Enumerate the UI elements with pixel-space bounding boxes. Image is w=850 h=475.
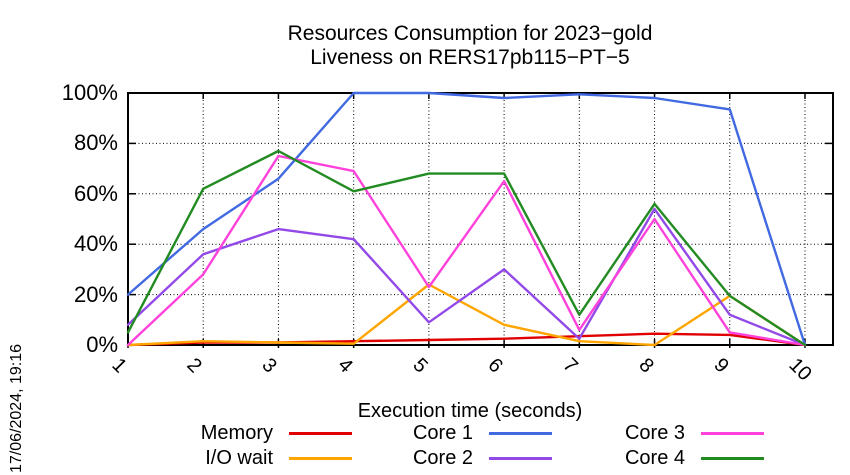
legend-item: Core 3 xyxy=(555,421,764,446)
legend-label: Memory xyxy=(200,422,273,444)
y-tick-label: 60% xyxy=(73,180,118,206)
legend-line-swatch xyxy=(701,432,764,435)
legend-label: Core 3 xyxy=(624,422,685,444)
y-tick-label: 0% xyxy=(86,332,118,357)
legend-column: Core 1 Core 2 xyxy=(343,421,552,471)
legend-label: Core 1 xyxy=(412,422,473,444)
y-tick-label: 40% xyxy=(73,231,118,257)
legend-item: Core 1 xyxy=(343,421,552,446)
series-line-core-2 xyxy=(126,207,807,347)
legend-line-swatch xyxy=(489,432,552,435)
axis-border xyxy=(127,92,834,346)
legend-item: Core 4 xyxy=(555,446,764,471)
legend-line-swatch xyxy=(701,457,764,460)
legend-item: Core 2 xyxy=(343,446,552,471)
legend-column: Core 3 Core 4 xyxy=(555,421,764,471)
legend-line-swatch xyxy=(289,432,352,435)
legend-label: Core 2 xyxy=(412,447,473,469)
chart-subtitle: Liveness on RERS17pb115−PT−5 xyxy=(310,46,630,69)
legend-label: I/O wait xyxy=(205,447,273,469)
series-line-memory xyxy=(126,332,807,347)
legend-item: Memory xyxy=(143,421,352,446)
legend-line-swatch xyxy=(489,457,552,460)
series-line-core-1 xyxy=(126,91,807,347)
x-axis-title: Execution time (seconds) xyxy=(357,400,583,422)
legend-line-swatch xyxy=(289,457,352,460)
legend-column: Memory I/O wait xyxy=(143,421,352,471)
y-tick-label: 20% xyxy=(73,281,118,307)
y-tick-label: 100% xyxy=(61,80,118,105)
series-line-i-o-wait xyxy=(126,283,807,347)
series-line-core-3 xyxy=(126,154,807,347)
y-tick-label: 80% xyxy=(73,130,118,156)
legend-label: Core 4 xyxy=(624,447,685,469)
chart-title: Resources Consumption for 2023−gold xyxy=(287,22,653,45)
series-line-core-4 xyxy=(126,149,807,347)
legend-item: I/O wait xyxy=(143,446,352,471)
